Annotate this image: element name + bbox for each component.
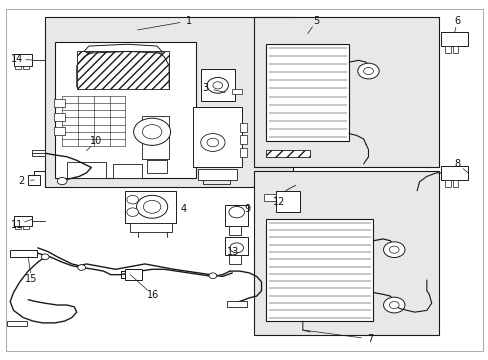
- Circle shape: [212, 82, 222, 89]
- Circle shape: [208, 273, 216, 279]
- Bar: [28, 175, 40, 185]
- Circle shape: [143, 201, 161, 213]
- Circle shape: [206, 138, 218, 147]
- Bar: [54, 113, 64, 121]
- Bar: [254, 18, 438, 167]
- Bar: [239, 123, 246, 132]
- Circle shape: [136, 195, 167, 218]
- Text: 9: 9: [244, 203, 250, 213]
- Circle shape: [78, 265, 85, 270]
- Bar: [77, 51, 169, 89]
- Circle shape: [57, 177, 67, 185]
- Text: 16: 16: [147, 290, 159, 300]
- Bar: [15, 66, 21, 68]
- Text: 10: 10: [90, 136, 102, 147]
- Circle shape: [206, 77, 228, 93]
- Bar: [441, 166, 467, 180]
- Bar: [125, 269, 142, 280]
- Bar: [14, 216, 32, 226]
- Bar: [125, 191, 176, 223]
- Text: 15: 15: [25, 274, 38, 284]
- Circle shape: [383, 297, 404, 313]
- Text: 5: 5: [313, 16, 319, 26]
- Circle shape: [201, 134, 224, 152]
- Bar: [142, 116, 169, 158]
- Text: 8: 8: [453, 159, 460, 169]
- Bar: [32, 150, 44, 156]
- Circle shape: [357, 63, 378, 79]
- Bar: [193, 107, 242, 167]
- Bar: [276, 191, 300, 212]
- Bar: [23, 66, 29, 68]
- Bar: [7, 321, 27, 327]
- Bar: [266, 150, 309, 157]
- Bar: [15, 226, 21, 229]
- Bar: [239, 148, 246, 157]
- Circle shape: [142, 125, 162, 139]
- Bar: [228, 226, 241, 235]
- Bar: [54, 127, 64, 135]
- Circle shape: [228, 206, 244, 218]
- Bar: [23, 226, 29, 229]
- Bar: [54, 99, 64, 107]
- Circle shape: [388, 246, 398, 253]
- Bar: [113, 164, 142, 178]
- Bar: [67, 162, 106, 178]
- Bar: [232, 89, 242, 94]
- Bar: [452, 180, 458, 187]
- Text: 11: 11: [11, 220, 23, 230]
- Text: 6: 6: [453, 16, 460, 26]
- Text: 7: 7: [366, 334, 372, 344]
- Bar: [266, 219, 372, 321]
- Circle shape: [41, 254, 49, 260]
- Circle shape: [229, 243, 243, 253]
- Bar: [55, 42, 196, 178]
- Bar: [266, 44, 348, 141]
- Circle shape: [133, 118, 170, 145]
- Text: 14: 14: [11, 54, 23, 64]
- Bar: [45, 18, 292, 187]
- Text: 3: 3: [202, 83, 208, 93]
- Text: 1: 1: [185, 16, 191, 26]
- Bar: [10, 249, 37, 257]
- Bar: [224, 205, 248, 226]
- Bar: [227, 301, 246, 307]
- Circle shape: [388, 301, 398, 309]
- Bar: [224, 237, 248, 255]
- Text: 2: 2: [19, 176, 25, 186]
- Bar: [441, 32, 467, 46]
- Text: 4: 4: [180, 203, 186, 213]
- Bar: [444, 180, 450, 187]
- Bar: [198, 169, 237, 180]
- Bar: [228, 255, 241, 264]
- Circle shape: [126, 208, 138, 216]
- Circle shape: [126, 195, 138, 204]
- Bar: [254, 171, 438, 336]
- Bar: [239, 135, 246, 144]
- Bar: [147, 160, 166, 173]
- Bar: [444, 46, 450, 53]
- Circle shape: [383, 242, 404, 257]
- Circle shape: [363, 67, 372, 75]
- Bar: [130, 223, 171, 232]
- Text: 13: 13: [227, 247, 239, 257]
- Bar: [201, 69, 234, 102]
- Bar: [452, 46, 458, 53]
- Bar: [264, 194, 276, 202]
- Text: 12: 12: [273, 197, 285, 207]
- Bar: [14, 54, 32, 66]
